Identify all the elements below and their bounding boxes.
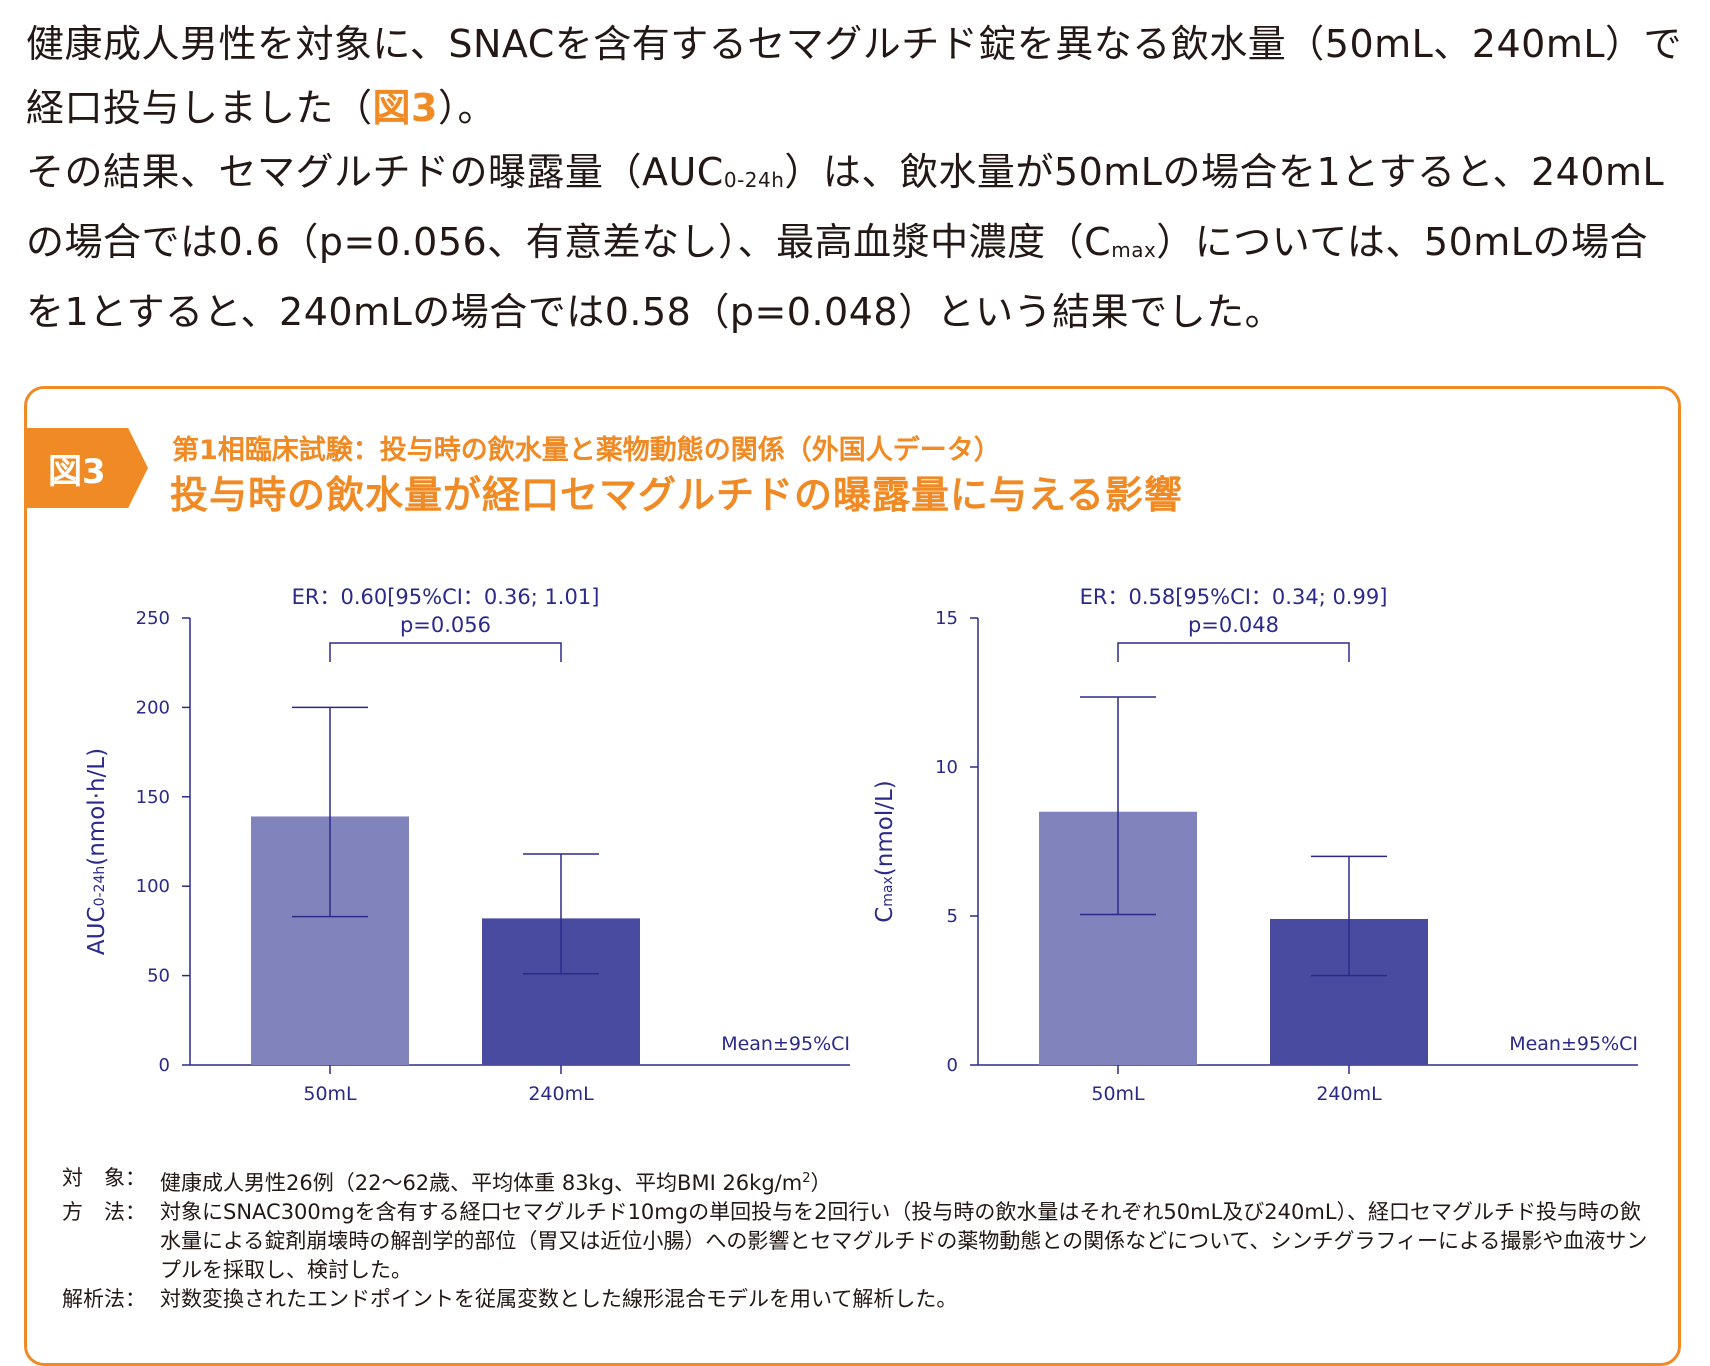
study-notes: 対 象： 健康成人男性26例（22〜62歳、平均体重 83kg、平均BMI 26… (62, 1164, 1662, 1314)
note-superscript: 2 (802, 1171, 811, 1186)
x-tick-label: 240mL (528, 1083, 594, 1105)
intro-text-span: その結果、セマグルチドの曝露量（AUC (26, 150, 724, 194)
note-label: 対 象： (62, 1166, 146, 1190)
effect-ratio-annotation: ER：0.58[95%CI：0.34; 0.99] (1080, 585, 1388, 609)
note-label: 解析法： (62, 1287, 146, 1311)
intro-text-span: ）は、飲水量が50mLの場合を1とすると、240mLの場合では0.6（p=0.0… (26, 150, 1665, 264)
y-tick-label: 0 (947, 1055, 958, 1076)
y-tick-label: 100 (136, 876, 170, 897)
intro-paragraph-2: その結果、セマグルチドの曝露量（AUC0-24h）は、飲水量が50mLの場合を1… (26, 140, 1686, 344)
cmax-chart: 0 5 10 15 50mL 240mL ER：0.58[95%CI：0.34; 0.99]… (872, 585, 1638, 1105)
figure-reference: 図3 (372, 86, 438, 130)
y-axis-label-subscript: max (880, 876, 896, 907)
y-axis-label-main: AUC (84, 906, 110, 955)
note-label: 方 法： (62, 1200, 146, 1224)
y-axis-label: AUC0-24h(nmol·h/L) (84, 748, 110, 955)
y-axis-label-unit: (nmol·h/L) (84, 748, 110, 866)
figure-subtitle: 第1相臨床試験：投与時の飲水量と薬物動態の関係（外国人データ） (172, 435, 1001, 466)
auc-chart: 0 50 100 150 200 250 50mL 240mL ER：0.60[95%CI：0.… (84, 585, 850, 1105)
y-tick-label: 50 (147, 966, 170, 987)
intro-text-span: ）。 (437, 86, 496, 130)
mean-ci-note: Mean±95%CI (1509, 1033, 1638, 1055)
note-text-span: ） (810, 1171, 832, 1195)
y-axis-label-unit: (nmol/L) (872, 780, 898, 876)
effect-ratio-annotation: ER：0.60[95%CI：0.36; 1.01] (292, 585, 600, 609)
cmax-subscript: max (1111, 238, 1157, 262)
note-text: 対象にSNAC300mgを含有する経口セマグルチド10mgの単回投与を2回行い（… (160, 1200, 1648, 1282)
note-method: 方 法： 対象にSNAC300mgを含有する経口セマグルチド10mgの単回投与を… (62, 1198, 1662, 1285)
comparison-bracket (329, 642, 562, 662)
intro-text: 健康成人男性を対象に、SNACを含有するセマグルチド錠を異なる飲水量（50mL、… (26, 12, 1686, 344)
note-text-span: 健康成人男性26例（22〜62歳、平均体重 83kg、平均BMI 26kg/m (160, 1171, 803, 1195)
p-value-annotation: p=0.048 (1188, 613, 1279, 637)
intro-text-span: 健康成人男性を対象に、SNACを含有するセマグルチド錠を異なる飲水量（50mL、… (26, 22, 1683, 130)
y-tick-label: 250 (136, 608, 170, 629)
y-tick-label: 10 (935, 757, 958, 778)
note-subjects: 対 象： 健康成人男性26例（22〜62歳、平均体重 83kg、平均BMI 26… (62, 1164, 1662, 1198)
note-analysis: 解析法： 対数変換されたエンドポイントを従属変数とした線形混合モデルを用いて解析… (62, 1285, 1662, 1314)
y-tick-label: 5 (947, 906, 958, 927)
y-axis-label: Cmax(nmol/L) (872, 780, 898, 923)
y-axis-label-subscript: 0-24h (92, 866, 108, 907)
x-tick-label: 50mL (303, 1083, 357, 1105)
figure-tab: 図3 (24, 428, 148, 508)
intro-text-span: ）については、50mLの場合を1とすると、240mLの場合では0.58（p=0.… (26, 220, 1648, 334)
y-axis-label-main: C (872, 907, 898, 923)
x-tick-label: 240mL (1316, 1083, 1382, 1105)
note-text: 健康成人男性26例（22〜62歳、平均体重 83kg、平均BMI 26kg/m2… (160, 1164, 1662, 1198)
y-tick-label: 15 (935, 608, 958, 629)
auc-subscript: 0-24h (723, 168, 785, 192)
intro-paragraph-1: 健康成人男性を対象に、SNACを含有するセマグルチド錠を異なる飲水量（50mL、… (26, 12, 1686, 140)
x-tick-label: 50mL (1091, 1083, 1145, 1105)
y-tick-label: 0 (159, 1055, 170, 1076)
y-tick-label: 150 (136, 787, 170, 808)
figure-title: 投与時の飲水量が経口セマグルチドの曝露量に与える影響 (170, 473, 1183, 517)
p-value-annotation: p=0.056 (400, 613, 491, 637)
note-text: 対数変換されたエンドポイントを従属変数とした線形混合モデルを用いて解析した。 (160, 1287, 958, 1311)
comparison-bracket (1117, 642, 1350, 662)
y-tick-label: 200 (136, 697, 170, 718)
mean-ci-note: Mean±95%CI (721, 1033, 850, 1055)
